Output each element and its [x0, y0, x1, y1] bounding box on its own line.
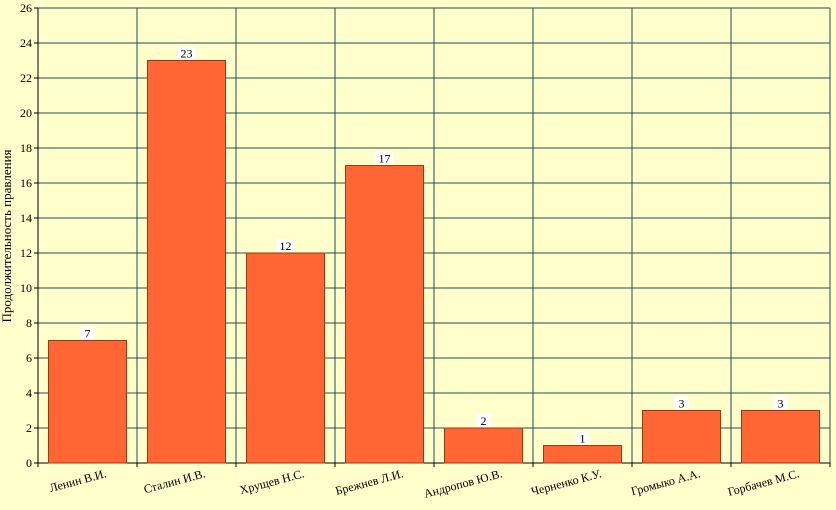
data-label: 17	[379, 152, 391, 166]
data-label: 2	[481, 414, 487, 428]
data-label-background	[375, 151, 394, 165]
data-label-background	[177, 46, 196, 60]
data-label: 12	[280, 239, 292, 253]
data-label: 3	[778, 397, 784, 411]
bar	[246, 252, 325, 464]
data-label: 23	[181, 47, 193, 61]
y-tick-label: 18	[20, 141, 32, 155]
data-label: 3	[679, 397, 685, 411]
y-tick-label: 10	[20, 281, 32, 295]
data-label: 7	[85, 327, 91, 341]
y-tick-label: 22	[20, 71, 32, 85]
y-tick-label: 26	[20, 1, 32, 15]
x-category-label: Хрущев Н.С.	[238, 466, 306, 497]
x-category-label: Громыко А.А.	[629, 466, 701, 498]
y-tick-label: 14	[20, 211, 32, 225]
y-axis-title: Продолжительность правления	[0, 149, 14, 322]
data-label-background	[674, 396, 689, 410]
data-label-background	[773, 396, 788, 410]
bar	[345, 165, 424, 464]
y-tick-label: 12	[20, 246, 32, 260]
y-tick-label: 0	[26, 456, 32, 470]
data-label-background	[476, 414, 491, 427]
y-tick-label: 6	[26, 351, 32, 365]
bar	[642, 410, 721, 464]
x-category-label: Горбачев М.С.	[726, 466, 801, 499]
x-category-label: Ленин В.И.	[48, 466, 108, 495]
data-label-background	[276, 239, 295, 252]
x-category-label: Сталин И.В.	[142, 466, 207, 496]
y-tick-label: 16	[20, 176, 32, 190]
x-category-label: Черненко К.У.	[530, 466, 603, 498]
x-category-label: Брежнев Л.И.	[334, 466, 405, 498]
data-label-background	[80, 326, 95, 340]
bar	[147, 60, 226, 464]
bar	[48, 340, 127, 464]
y-tick-label: 8	[26, 316, 32, 330]
y-tick-label: 24	[20, 36, 32, 50]
bar	[543, 445, 622, 464]
y-tick-label: 4	[26, 386, 32, 400]
bar	[444, 427, 523, 464]
y-tick-label: 2	[26, 421, 32, 435]
bar	[741, 410, 820, 464]
y-tick-label: 20	[20, 106, 32, 120]
data-label-background	[575, 431, 590, 445]
x-axis-categories: Ленин В.И. Сталин И.В. Хрущев Н.С. Брежнев …	[48, 466, 801, 500]
bars	[48, 60, 820, 464]
data-labels: 7 23 12 17 2 1 3 3	[80, 46, 788, 446]
x-category-label: Андропов Ю.В.	[422, 466, 504, 500]
data-label: 1	[580, 432, 586, 446]
